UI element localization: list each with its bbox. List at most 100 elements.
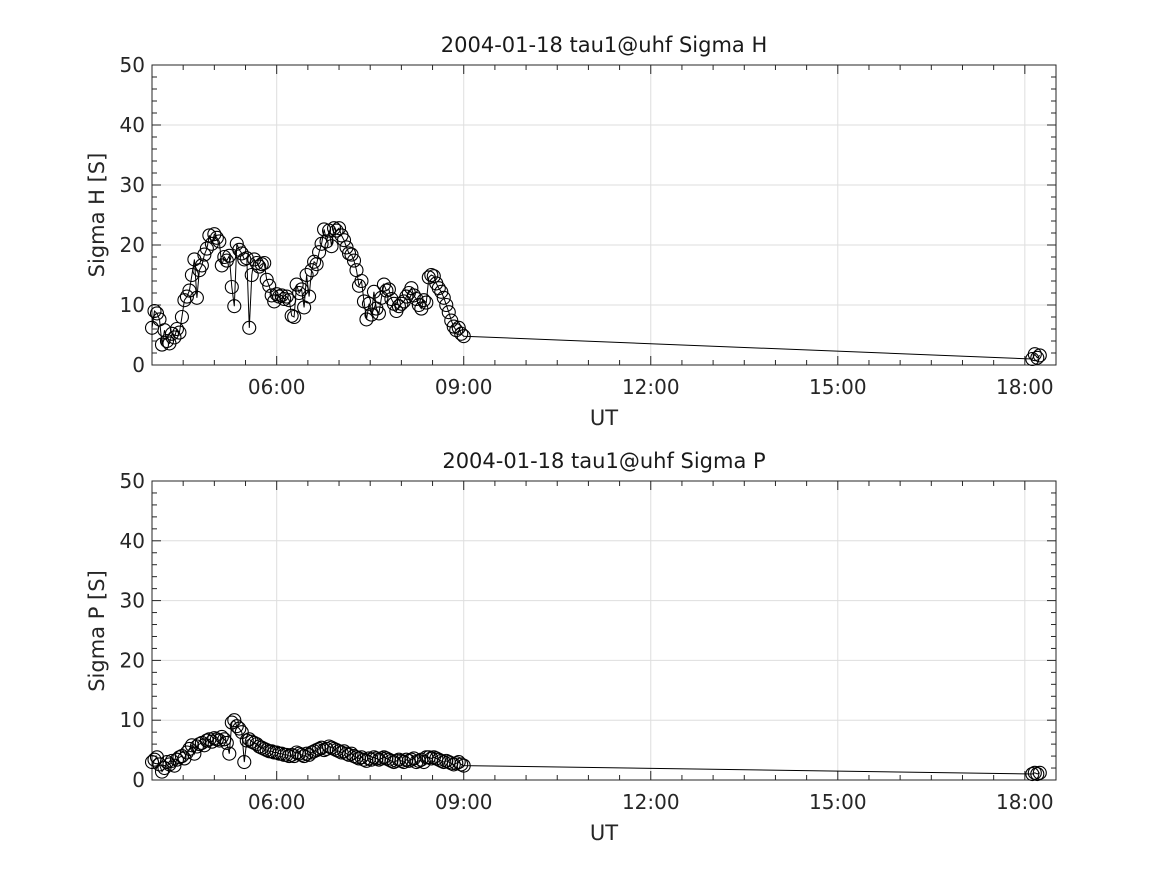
data-point — [359, 312, 374, 327]
data-point — [1025, 766, 1040, 782]
data-point — [312, 245, 327, 260]
data-point — [157, 760, 172, 776]
data-point — [144, 755, 160, 770]
data-point — [257, 255, 272, 271]
data-point — [374, 290, 389, 305]
data-point — [154, 337, 170, 352]
axes-frame — [151, 480, 1057, 781]
data-point — [1027, 765, 1042, 780]
data-point — [336, 744, 352, 759]
panel-sigma-h: 06:00 09:00 12:00 15:00 18:00 0 10 20 30 40 50 200… — [85, 33, 1057, 430]
y-tick-label: 30 — [120, 589, 145, 613]
x-tick-label: 12:00 — [622, 790, 680, 814]
x-tick-label: 15:00 — [809, 375, 867, 399]
data-point — [179, 289, 194, 304]
data-point — [416, 293, 431, 308]
series-line — [151, 227, 1041, 360]
data-point — [219, 735, 234, 750]
x-tick-label: 06:00 — [248, 790, 306, 814]
data-point — [232, 242, 247, 257]
data-point — [269, 287, 284, 302]
data-point — [354, 273, 369, 289]
x-tick-label: 12:00 — [622, 375, 680, 399]
data-point — [456, 758, 471, 773]
data-point — [167, 758, 182, 773]
x-tick-label: 09:00 — [435, 790, 493, 814]
data-point — [207, 227, 222, 242]
data-point — [1027, 347, 1042, 362]
data-point — [247, 252, 262, 267]
data-point — [154, 764, 170, 779]
data-point — [182, 283, 197, 298]
data-point — [331, 221, 347, 236]
data-point — [454, 326, 469, 341]
data-point — [187, 746, 202, 761]
data-point — [199, 241, 214, 256]
y-tick-label: 50 — [120, 53, 145, 77]
data-point — [302, 289, 317, 304]
y-tick-label: 40 — [120, 529, 145, 553]
data-point — [299, 267, 314, 283]
data-point — [212, 733, 227, 748]
x-tick-label: 18:00 — [996, 375, 1054, 399]
data-point — [439, 297, 454, 313]
x-tick-label: 06:00 — [248, 375, 306, 399]
plot-area: 06:00 09:00 12:00 15:00 18:00 0 10 20 30 40 50 — [120, 53, 1057, 399]
data-point — [227, 713, 242, 728]
data-point — [326, 221, 342, 236]
data-point — [444, 313, 459, 328]
y-tick-label: 10 — [120, 708, 145, 732]
data-point — [259, 272, 274, 287]
data-point — [227, 299, 242, 314]
data-point — [182, 741, 197, 756]
data-point — [174, 309, 189, 325]
data-point — [434, 284, 449, 299]
data-point — [172, 325, 187, 340]
data-point — [426, 269, 441, 284]
data-point — [379, 283, 394, 298]
data-point — [409, 291, 424, 307]
data-point — [159, 333, 175, 349]
data-point — [346, 253, 362, 268]
x-axis-label-sigma-p: UT — [590, 821, 618, 845]
data-point — [234, 246, 249, 261]
series-line — [151, 719, 1041, 775]
data-point — [287, 309, 302, 325]
data-point — [159, 755, 175, 770]
data-point — [189, 290, 204, 305]
data-point — [399, 289, 414, 304]
data-point — [1030, 766, 1045, 782]
data-point — [341, 246, 357, 261]
y-axis-label-sigma-p: Sigma P [S] — [85, 570, 109, 692]
data-point — [274, 288, 289, 303]
y-tick-label: 30 — [120, 173, 145, 197]
data-point — [449, 756, 464, 771]
data-point — [229, 236, 244, 251]
data-point — [197, 247, 212, 262]
data-point — [1032, 765, 1047, 780]
x-axis-label-sigma-h: UT — [590, 406, 618, 430]
data-point — [242, 320, 257, 335]
chart-title-sigma-p: 2004-01-18 tau1@uhf Sigma P — [442, 449, 765, 473]
data-point — [344, 247, 359, 262]
data-point — [232, 721, 247, 736]
data-point — [339, 240, 354, 255]
data-point — [169, 321, 184, 337]
data-point — [167, 330, 182, 345]
data-point — [164, 326, 180, 341]
data-point — [149, 306, 165, 321]
panel-sigma-p: 06:00 09:00 12:00 15:00 18:00 0 10 20 30 40 50 200… — [85, 449, 1057, 845]
data-point — [451, 320, 466, 335]
x-tick-label: 18:00 — [996, 790, 1054, 814]
data-point — [436, 290, 451, 305]
y-tick-label: 50 — [120, 469, 145, 493]
data-point — [149, 750, 165, 765]
data-point — [209, 230, 224, 245]
data-point — [361, 296, 377, 311]
y-tick-label: 0 — [132, 353, 145, 377]
data-point — [242, 732, 257, 747]
data-point — [446, 319, 461, 334]
data-point — [391, 299, 406, 314]
data-point — [162, 757, 177, 772]
